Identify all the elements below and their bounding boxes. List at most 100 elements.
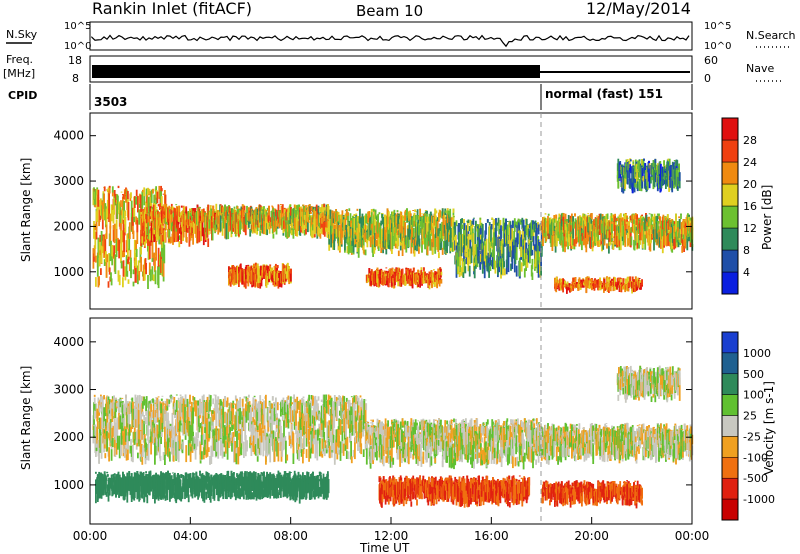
cell-band-4 [421, 239, 423, 253]
cell-band-8 [620, 282, 623, 286]
cell-band-2 [308, 215, 311, 221]
cell-band-0 [147, 410, 149, 423]
cell-band-4 [347, 212, 349, 216]
cell-band-0 [174, 412, 177, 418]
cell-band-6 [513, 231, 516, 246]
cell-band-0 [172, 428, 174, 435]
cell-band-0 [119, 397, 122, 408]
cell-band-9 [669, 170, 672, 188]
cell-band-0 [127, 202, 130, 221]
cell-band-2 [318, 207, 321, 209]
cell-band-2 [309, 207, 312, 214]
cell-band-0 [164, 401, 167, 414]
cell-band-6 [506, 256, 509, 266]
cell-band-0 [221, 438, 224, 459]
cell-band-6 [463, 235, 466, 249]
cell-band-0 [161, 241, 164, 248]
cell-band-6 [534, 249, 537, 267]
cell-band-4 [370, 209, 373, 215]
cell-band-6 [497, 217, 500, 226]
cell-band-6 [490, 252, 493, 258]
cell-band-0 [163, 244, 166, 264]
cell-band-1 [152, 220, 155, 239]
cell-band-1 [148, 207, 151, 217]
cell-band-9 [673, 179, 675, 189]
cell-band-0 [95, 255, 97, 263]
cell-band-6 [502, 218, 505, 238]
cell-band-5 [427, 275, 430, 287]
cell-band-7 [688, 214, 690, 217]
cell-band-7 [666, 214, 669, 219]
cell-band-9 [678, 163, 680, 175]
cell-band-0 [93, 253, 95, 262]
cell-band-0 [114, 447, 117, 457]
cell-band-0 [156, 441, 159, 456]
cell-band-0 [199, 442, 202, 460]
cell-band-7 [613, 214, 615, 225]
cell-band-0 [137, 395, 139, 408]
cell-band-7 [676, 242, 679, 248]
cell-band-9 [634, 182, 637, 188]
cell-band-5 [394, 273, 397, 283]
cell-band-9 [668, 170, 670, 192]
cell-band-6 [520, 262, 523, 272]
cell-band-4 [347, 244, 350, 255]
cell-band-6 [527, 228, 530, 246]
cell-band-0 [212, 429, 215, 439]
cell-band-6 [507, 224, 509, 240]
cell-band-2 [323, 203, 326, 208]
cell-band-7 [653, 229, 655, 251]
cell-band-1 [185, 206, 188, 209]
cell-band-0 [116, 203, 119, 219]
cell-band-0 [119, 415, 122, 429]
cell-band-9 [624, 167, 627, 184]
cell-band-7 [648, 213, 651, 215]
cell-band-2 [219, 204, 221, 212]
cell-band-2 [236, 209, 239, 215]
cell-band-4 [434, 208, 437, 217]
cell-band-4 [367, 211, 369, 223]
cell-band-0 [182, 400, 185, 423]
cell-band-6 [486, 259, 489, 270]
cell-band-0 [158, 185, 161, 199]
cell-band-0 [110, 278, 113, 286]
cell-band-6 [522, 219, 525, 232]
cell-band-7 [555, 214, 558, 219]
cell-band-0 [112, 210, 115, 224]
cell-band-0 [190, 446, 193, 452]
cell-band-7 [594, 230, 596, 246]
cell-band-0 [222, 402, 225, 418]
cell-band-7 [599, 228, 601, 234]
cell-band-2 [232, 224, 235, 232]
cell-band-6 [507, 221, 509, 222]
cell-band-6 [491, 217, 494, 219]
cell-band-9 [646, 177, 648, 187]
cell-band-2 [313, 216, 316, 235]
cell-band-4 [426, 224, 429, 235]
cell-band-4 [379, 240, 381, 248]
cell-band-5 [404, 276, 407, 286]
cell-band-0 [216, 442, 218, 452]
cell-band-0 [157, 399, 160, 418]
cell-band-6 [488, 262, 490, 278]
cell-band-0 [105, 262, 108, 278]
cell-band-0 [155, 236, 157, 256]
cell-band-1 [202, 227, 205, 246]
cell-band-0 [165, 410, 168, 421]
cell-band-7 [650, 213, 653, 230]
cell-band-0 [127, 256, 130, 264]
cell-band-0 [133, 431, 136, 446]
cell-band-2 [283, 220, 285, 229]
cell-band-7 [689, 240, 692, 248]
cell-band-4 [361, 213, 364, 236]
cell-band-0 [162, 452, 165, 461]
cell-band-1 [192, 224, 195, 234]
noise-tick-top: 10^5 [64, 21, 91, 32]
cell-band-7 [554, 218, 556, 223]
cell-band-3 [259, 277, 262, 289]
cell-band-6 [460, 223, 462, 240]
cell-band-0 [130, 438, 132, 445]
cell-band-4 [382, 234, 385, 248]
cell-band-7 [651, 231, 654, 238]
cell-band-6 [522, 245, 525, 254]
